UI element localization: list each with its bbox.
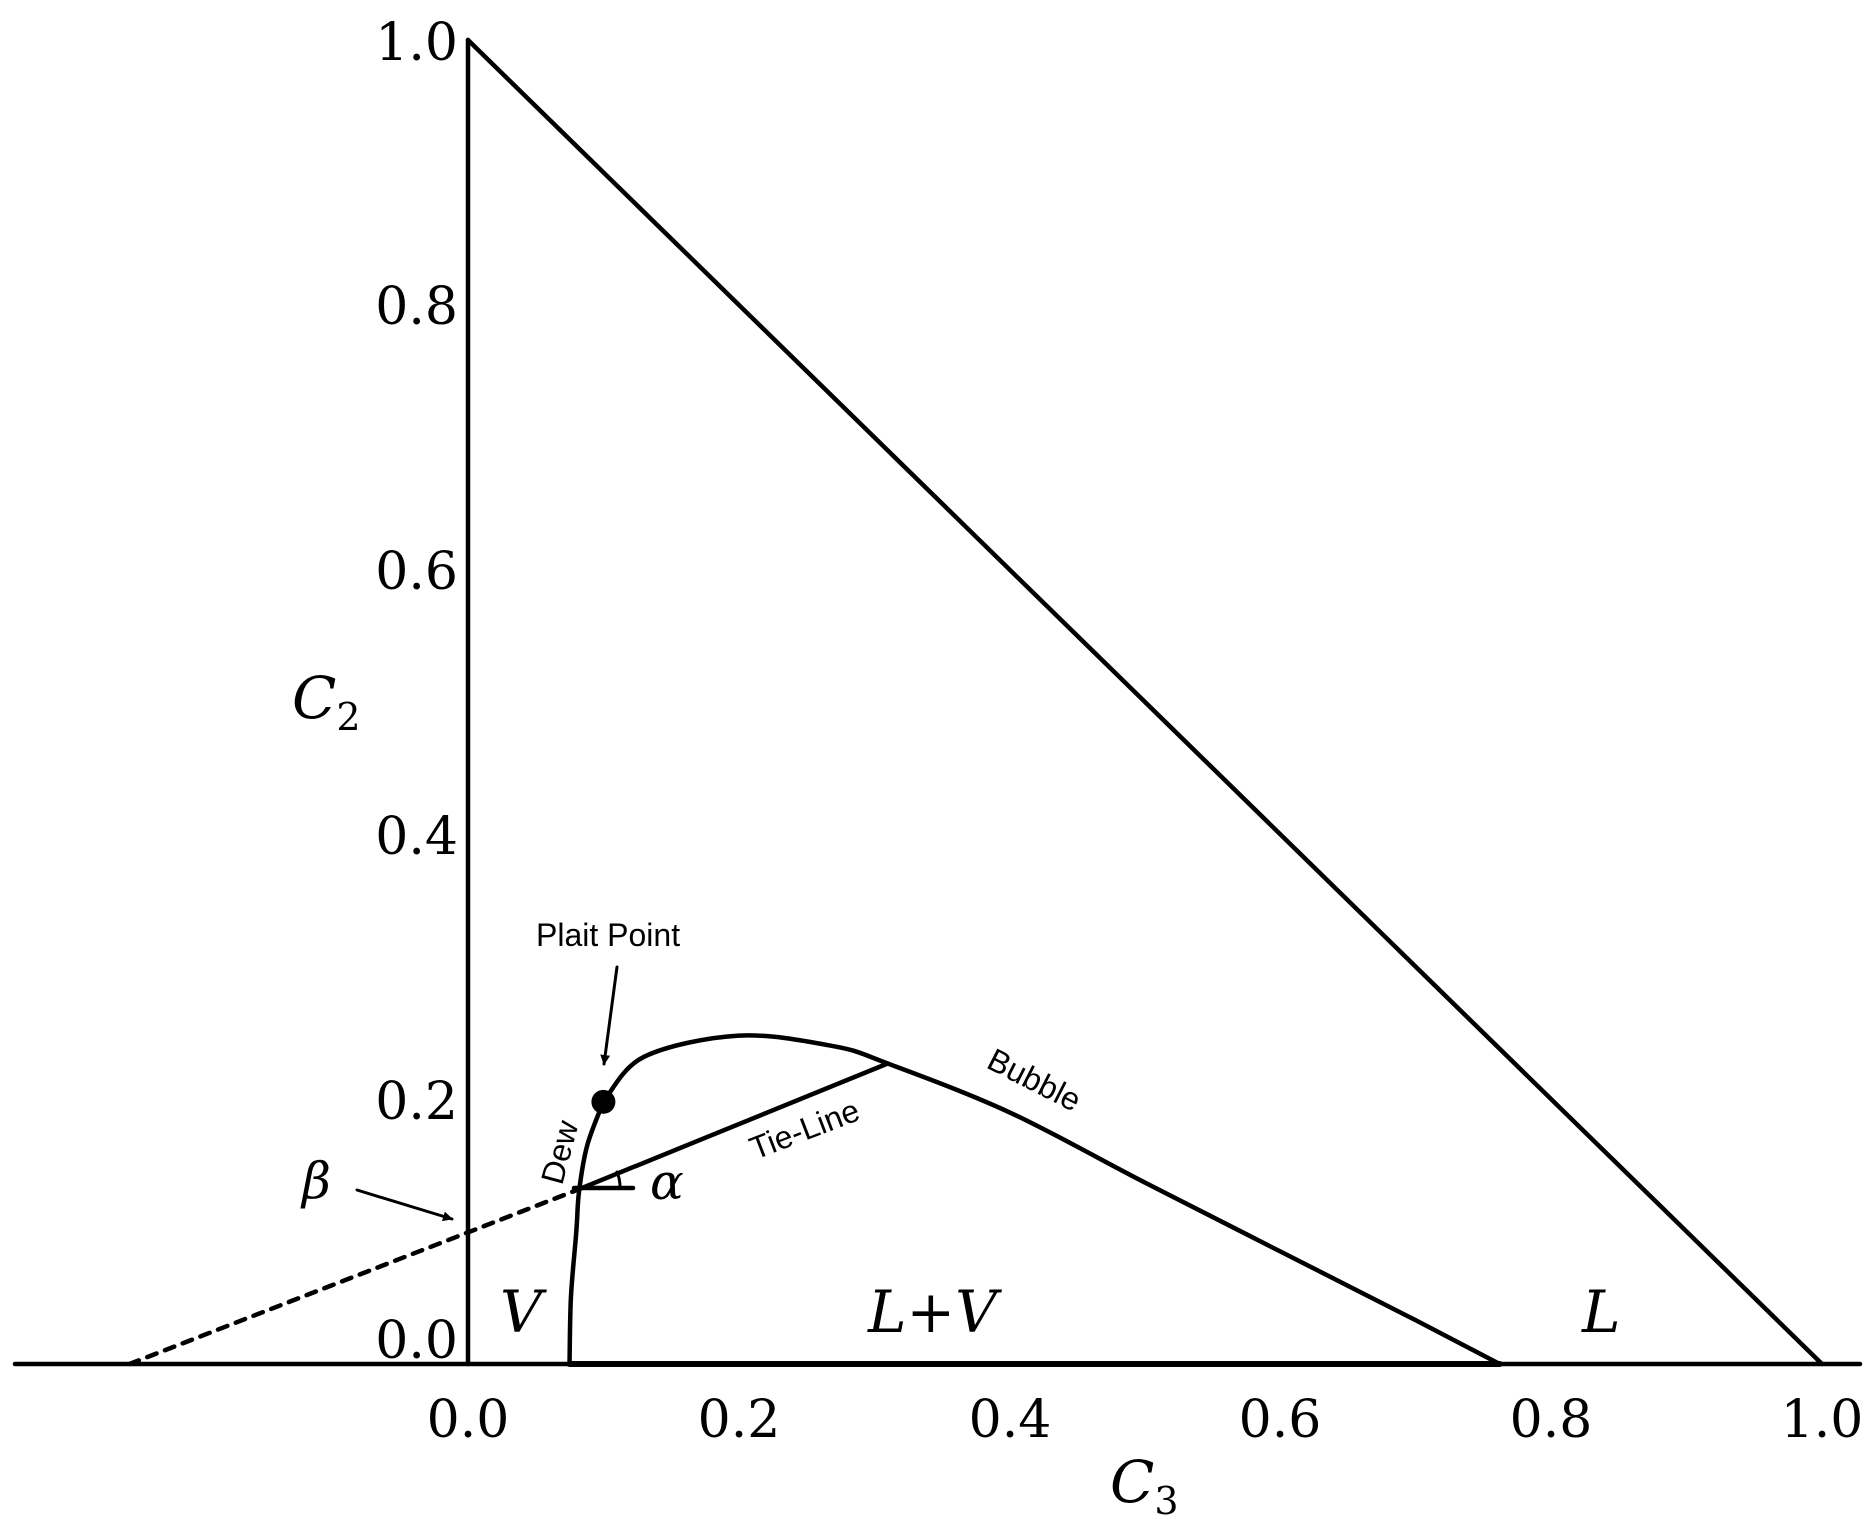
liquid-region-label: L (1581, 1278, 1621, 1346)
two-phase-region-label: L+V (867, 1278, 1002, 1346)
y-tick-label: 0.2 (375, 1072, 458, 1132)
y-tick-label: 0.6 (375, 542, 458, 602)
dew-label: Dew (534, 1116, 586, 1188)
plait-point-marker (591, 1089, 616, 1114)
plait-point-arrow (600, 965, 619, 1066)
beta-arrow (355, 1188, 454, 1222)
y-tick-label: 0.0 (375, 1311, 458, 1371)
plait-point-label: Plait Point (536, 917, 680, 953)
x-tick-label: 0.8 (1510, 1390, 1593, 1450)
y-tick-label: 0.8 (375, 277, 458, 337)
y-axis-label: C2 (292, 664, 361, 739)
x-tick-label: 0.6 (1239, 1390, 1322, 1450)
alpha-label: α (650, 1153, 684, 1211)
x-tick-label: 1.0 (1781, 1390, 1864, 1450)
x-axis-label: C3 (1110, 1448, 1179, 1523)
tie-line-extension (127, 1186, 582, 1367)
x-tick-label: 0.0 (427, 1390, 510, 1450)
bubble-curve (601, 1033, 1502, 1367)
tie-line (576, 1061, 890, 1192)
y-tick-label: 0.4 (375, 807, 458, 867)
x-tick-label: 0.2 (698, 1390, 781, 1450)
alpha-angle-arc (615, 1170, 622, 1190)
beta-label: β (300, 1152, 331, 1210)
hypotenuse-line (465, 37, 1825, 1367)
tie-line-label: Tie-Line (745, 1092, 865, 1167)
dew-curve (567, 1099, 606, 1367)
y-tick-label: 1.0 (375, 13, 458, 73)
x-tick-labels: 0.0 0.2 0.4 0.6 0.8 1.0 (427, 1390, 1864, 1450)
x-tick-label: 0.4 (969, 1390, 1052, 1450)
vapor-region-label: V (500, 1278, 547, 1346)
y-tick-labels: 0.0 0.2 0.4 0.6 0.8 1.0 (375, 13, 458, 1371)
